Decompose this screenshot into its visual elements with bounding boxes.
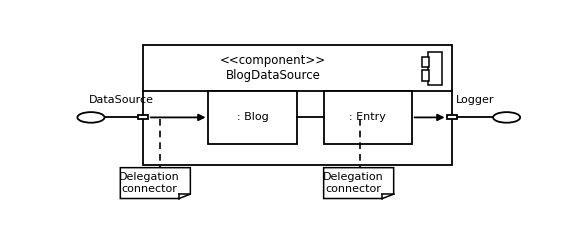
Text: : Entry: : Entry: [349, 112, 386, 123]
Text: DataSource: DataSource: [89, 95, 154, 105]
Bar: [422, 57, 429, 67]
Bar: [428, 52, 442, 85]
Polygon shape: [120, 168, 191, 199]
Text: : Blog: : Blog: [237, 112, 268, 123]
Bar: [138, 115, 148, 119]
Bar: [143, 45, 452, 165]
Polygon shape: [324, 168, 394, 199]
Text: Logger: Logger: [456, 95, 494, 105]
Bar: [209, 91, 297, 144]
Text: Delegation
connector: Delegation connector: [322, 172, 384, 194]
Bar: [422, 71, 429, 81]
Bar: [447, 115, 458, 119]
Text: Delegation
connector: Delegation connector: [120, 172, 180, 194]
Bar: [324, 91, 412, 144]
Text: <<component>>
BlogDataSource: <<component>> BlogDataSource: [220, 54, 326, 82]
